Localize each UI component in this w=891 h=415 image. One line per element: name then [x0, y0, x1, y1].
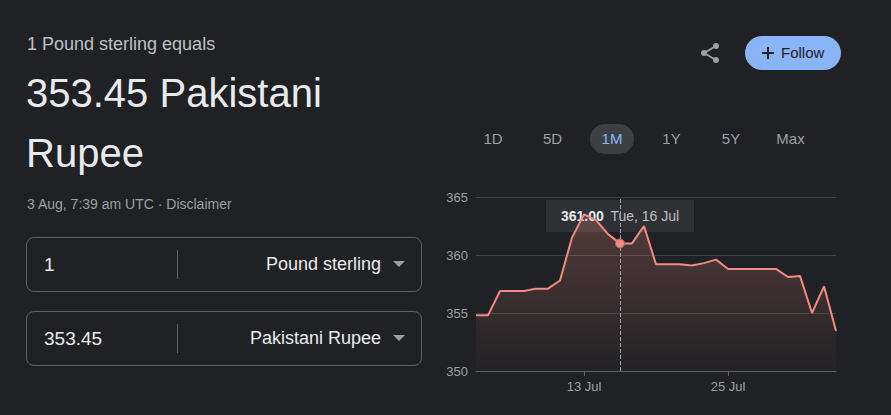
html-text:3 Aug, 7:39 am UTC · Disclaime: 3 Aug, 7:39 am UTC · Disclaimer — [27, 196, 232, 212]
html-text:Pound sterling: Pound sterling — [265, 254, 381, 274]
html-text:353.45: 353.45 — [44, 328, 103, 349]
svg-text:360: 360 — [446, 248, 468, 263]
svg-text:13 Jul: 13 Jul — [567, 379, 602, 394]
svg-text:361.00: 361.00 — [560, 208, 604, 224]
html-text:5Y: 5Y — [721, 130, 741, 147]
svg-text:355: 355 — [446, 306, 468, 321]
html-text:1: 1 — [44, 254, 55, 275]
html-text:1Y: 1Y — [662, 130, 681, 147]
svg-text:25 Jul: 25 Jul — [711, 379, 746, 394]
html-text:Pakistani Rupee: Pakistani Rupee — [249, 328, 381, 348]
html-text:353.45 Pakistani Rupee: 353.45 Pakistani Rupee — [26, 71, 322, 175]
html-text:Max: Max — [776, 130, 805, 147]
svg-text:350: 350 — [446, 364, 468, 379]
html-text:1M: 1M — [601, 130, 623, 147]
html-text:1D: 1D — [483, 130, 503, 147]
html-text:1 Pound sterling equals: 1 Pound sterling equals — [27, 34, 216, 54]
svg-text:Tue, 16 Jul: Tue, 16 Jul — [610, 208, 679, 224]
html-text:Follow: Follow — [781, 44, 825, 61]
html-text:5D: 5D — [542, 130, 563, 147]
svg-text:365: 365 — [446, 190, 468, 205]
